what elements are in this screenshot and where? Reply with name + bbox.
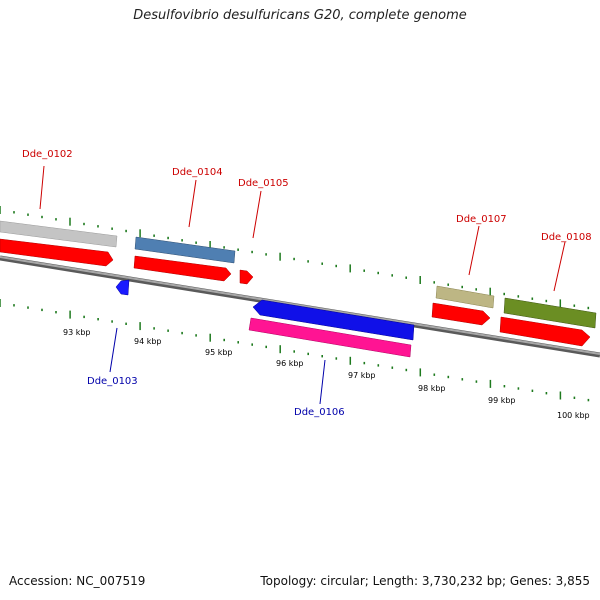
gene-dde-0104-cds [133, 255, 232, 282]
scale-labels: 93 kbp 94 kbp 95 kbp 96 kbp 97 kbp 98 kb… [63, 328, 590, 420]
gene-dde-0108-cds [499, 316, 591, 347]
gene-dde-0102-feature [0, 220, 118, 248]
gene-dde-0105-leader [252, 190, 262, 239]
accession-text: Accession: NC_007519 [9, 574, 146, 588]
scale-label-93: 93 kbp [63, 328, 91, 337]
gene-dde-0107-feature [435, 285, 495, 309]
gene-dde-0108-feature [503, 297, 597, 329]
scale-label-98: 98 kbp [418, 384, 446, 393]
inner-tick-track [0, 299, 590, 402]
gene-dde-0103-cds [115, 279, 130, 296]
gene-dde-0105-cds [239, 269, 254, 285]
gene-dde-0106[interactable]: Dde_0106 [248, 299, 415, 418]
gene-dde-0106-label[interactable]: Dde_0106 [294, 407, 345, 418]
gene-dde-0105[interactable]: Dde_0105 [238, 178, 289, 285]
scale-label-95: 95 kbp [205, 348, 233, 357]
gene-dde-0108-label[interactable]: Dde_0108 [541, 232, 592, 243]
scale-label-99: 99 kbp [488, 396, 516, 405]
gene-dde-0106-feature [248, 317, 412, 358]
gene-dde-0106-leader [319, 359, 326, 405]
outer-tick-track [0, 206, 590, 310]
gene-dde-0103[interactable]: Dde_0103 [87, 279, 138, 387]
gene-dde-0107-label[interactable]: Dde_0107 [456, 214, 507, 225]
gene-dde-0107[interactable]: Dde_0107 [431, 214, 507, 326]
gene-dde-0102-leader [39, 165, 45, 210]
gene-dde-0104-feature [134, 236, 236, 264]
gene-dde-0107-cds [431, 302, 491, 326]
gene-dde-0102-cds [0, 238, 114, 267]
gene-dde-0107-leader [468, 225, 480, 276]
scale-label-96: 96 kbp [276, 359, 304, 368]
gene-dde-0105-label[interactable]: Dde_0105 [238, 178, 289, 189]
scale-label-97: 97 kbp [348, 371, 376, 380]
gene-dde-0103-label[interactable]: Dde_0103 [87, 376, 138, 387]
gene-dde-0108-leader [553, 241, 566, 292]
gene-dde-0103-leader [109, 327, 118, 373]
gene-dde-0106-cds [252, 299, 415, 341]
map-title: Desulfovibrio desulfuricans G20, complet… [133, 8, 467, 23]
backbone-highlight [0, 256, 600, 355]
scale-label-100: 100 kbp [557, 411, 590, 420]
gene-dde-0104-label[interactable]: Dde_0104 [172, 167, 223, 178]
gene-dde-0104-leader [188, 179, 197, 228]
gene-dde-0102[interactable]: Dde_0102 [0, 149, 118, 267]
gene-dde-0102-label[interactable]: Dde_0102 [22, 149, 73, 160]
gene-dde-0104[interactable]: Dde_0104 [133, 167, 236, 282]
scale-label-94: 94 kbp [134, 337, 162, 346]
gene-dde-0108[interactable]: Dde_0108 [499, 232, 597, 347]
genome-summary-text: Topology: circular; Length: 3,730,232 bp… [260, 574, 590, 588]
